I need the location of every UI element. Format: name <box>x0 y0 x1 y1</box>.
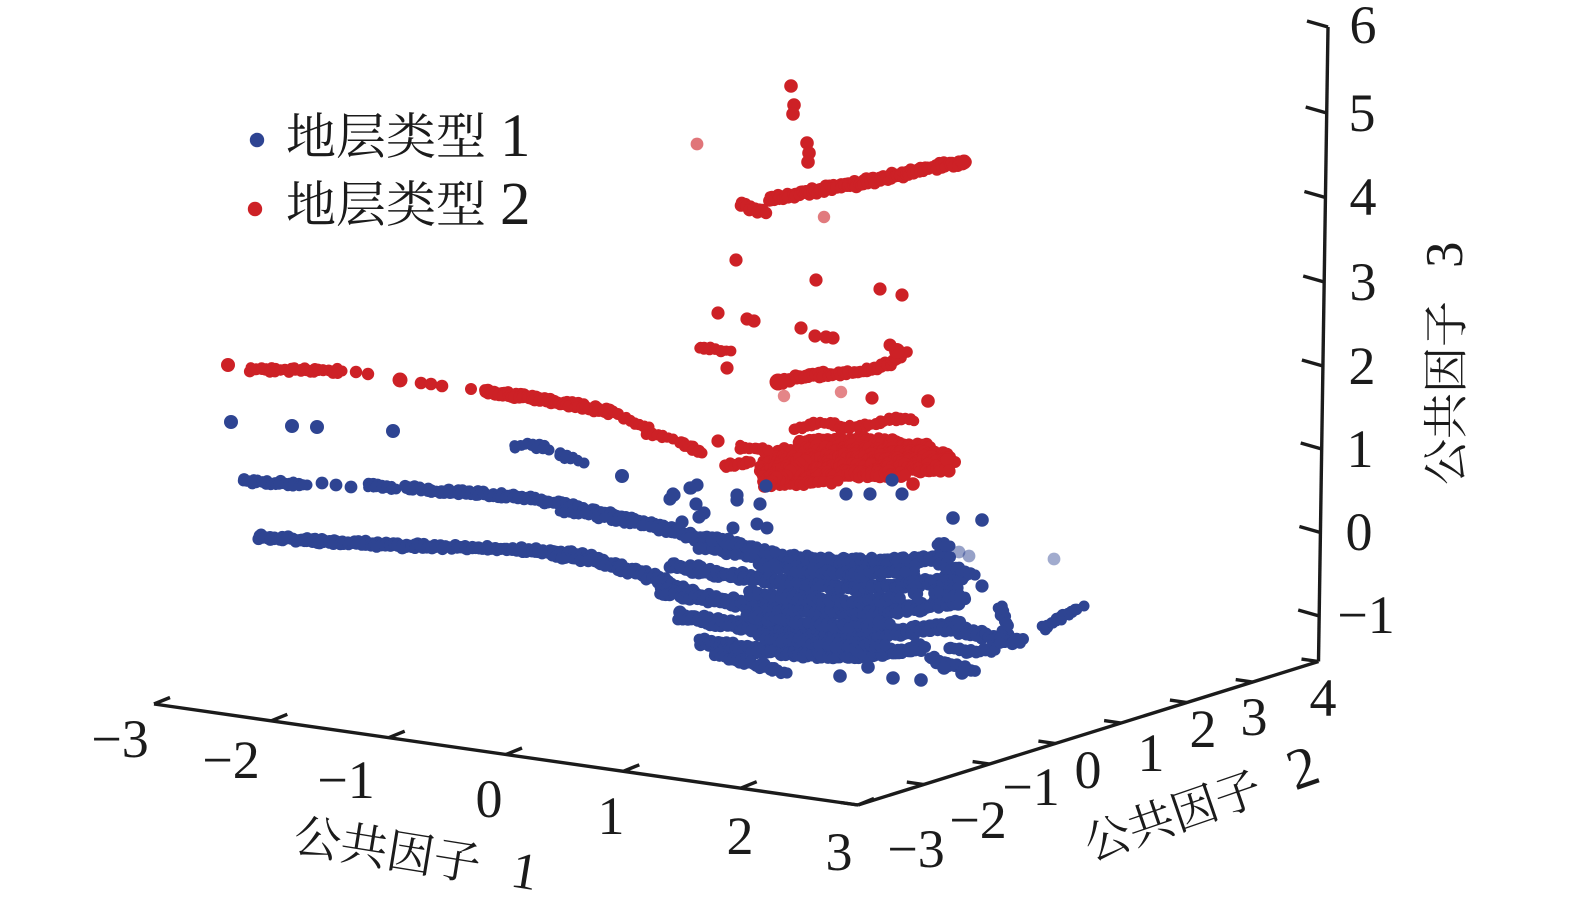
svg-text:2: 2 <box>500 171 531 238</box>
svg-text:0: 0 <box>476 769 503 829</box>
svg-text:1: 1 <box>1347 419 1374 479</box>
svg-text:3: 3 <box>1350 252 1377 312</box>
svg-text:0: 0 <box>1346 502 1373 562</box>
svg-text:1: 1 <box>598 786 625 846</box>
svg-text:3: 3 <box>826 822 853 882</box>
svg-text:−1: −1 <box>1002 757 1059 817</box>
svg-text:−2: −2 <box>202 730 259 790</box>
svg-text:2: 2 <box>1190 699 1217 759</box>
svg-text:−3: −3 <box>887 819 944 879</box>
svg-text:−2: −2 <box>949 790 1006 850</box>
svg-text:4: 4 <box>1350 167 1377 227</box>
svg-text:4: 4 <box>1310 668 1337 728</box>
svg-text:2: 2 <box>727 806 754 866</box>
svg-text:6: 6 <box>1350 0 1377 55</box>
svg-text:−1: −1 <box>317 750 374 810</box>
svg-text:1: 1 <box>500 103 531 170</box>
svg-text:0: 0 <box>1075 740 1102 800</box>
svg-text:−3: −3 <box>91 709 148 769</box>
svg-text:2: 2 <box>1349 336 1376 396</box>
svg-text:3: 3 <box>1416 242 1474 269</box>
svg-text:3: 3 <box>1241 687 1268 747</box>
svg-text:5: 5 <box>1349 83 1376 143</box>
svg-text:1: 1 <box>1138 723 1165 783</box>
svg-text:−1: −1 <box>1337 585 1394 645</box>
